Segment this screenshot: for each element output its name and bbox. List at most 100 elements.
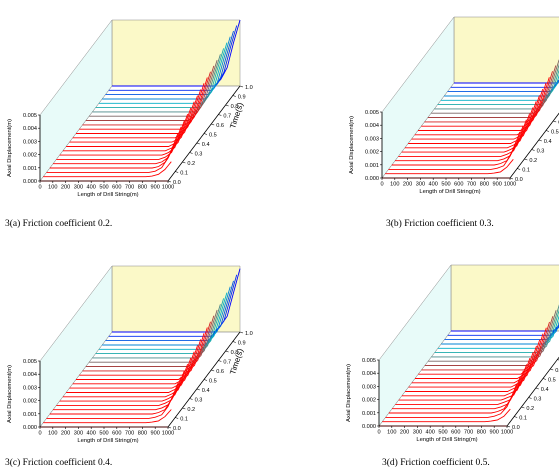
z-tick-mark — [182, 161, 186, 164]
x-tick-label: 300 — [74, 431, 83, 437]
z-tick-mark — [211, 369, 215, 372]
x-axis-label: Length of Drill String(m) — [77, 438, 138, 444]
z-tick-mark — [196, 388, 200, 391]
z-tick-label: 0.8 — [231, 350, 239, 356]
z-tick-mark — [550, 368, 554, 371]
series-line — [408, 345, 537, 388]
series-line — [46, 391, 175, 419]
z-tick-mark — [189, 398, 193, 400]
x-tick-label: 700 — [125, 431, 134, 437]
x-tick-label: 800 — [138, 431, 147, 437]
x-tick-label: 500 — [441, 182, 450, 188]
z-tick-label: 0.3 — [534, 397, 542, 403]
z-tick-label: 1.0 — [245, 85, 253, 91]
z-tick-label: 0.6 — [555, 368, 559, 374]
z-tick-label: 0.9 — [238, 341, 246, 347]
z-tick-label: 0.5 — [209, 379, 217, 385]
x-tick-label: 600 — [112, 431, 121, 437]
x-tick-label: 100 — [48, 431, 57, 437]
back-wall — [453, 16, 559, 84]
z-tick-label: 0.4 — [202, 388, 210, 394]
z-tick-mark — [211, 123, 215, 126]
z-tick-mark — [225, 104, 229, 107]
z-tick-label: 0.7 — [223, 360, 231, 366]
series-line — [391, 131, 521, 166]
x-tick-label: 400 — [426, 430, 435, 436]
series-line — [98, 292, 228, 350]
caption: 3(d) Friction coefficient 0.5. — [382, 457, 490, 468]
x-tick-label: 700 — [464, 430, 473, 436]
series-line — [62, 357, 192, 398]
y-tick-label: 0.000 — [362, 424, 376, 430]
series-line — [56, 120, 185, 160]
series-line — [82, 71, 211, 126]
chart-panel-3: 0 100 200 300 400 500 600 700 800 900 1000 0.000 0.0… — [5, 265, 253, 468]
z-tick-label: 0.5 — [548, 378, 556, 384]
z-tick-label: 0.0 — [173, 426, 181, 432]
x-tick-label: 0 — [38, 431, 41, 437]
x-tick-label: 900 — [151, 431, 160, 437]
x-tick-label: 300 — [416, 182, 425, 188]
x-tick-label: 1000 — [501, 430, 513, 436]
z-tick-label: 0.2 — [187, 161, 195, 167]
x-tick-label: 100 — [390, 182, 399, 188]
y-tick-label: 0.003 — [365, 136, 379, 142]
series-line — [66, 101, 195, 147]
x-tick-label: 900 — [490, 430, 499, 436]
x-tick-label: 0 — [377, 430, 380, 436]
z-tick-label: 0.1 — [180, 171, 188, 177]
z-tick-mark — [517, 168, 521, 170]
series-line — [395, 370, 524, 405]
series-line — [441, 320, 559, 345]
z-tick-label: 0.0 — [515, 177, 523, 183]
x-tick-label: 300 — [74, 185, 83, 191]
series-line — [49, 383, 179, 415]
series-line — [62, 107, 192, 152]
z-tick-label: 1.0 — [245, 331, 253, 337]
y-tick-label: 0.002 — [365, 150, 379, 156]
y-tick-label: 0.000 — [23, 425, 37, 431]
series-line — [437, 314, 559, 349]
y-tick-label: 0.000 — [365, 176, 379, 182]
y-tick-label: 0.001 — [365, 163, 379, 169]
z-tick-label: 0.0 — [173, 180, 181, 186]
series-line — [43, 409, 172, 424]
x-tick-label: 600 — [454, 182, 463, 188]
x-tick-label: 800 — [477, 430, 486, 436]
series-line — [401, 113, 531, 153]
y-tick-label: 0.002 — [23, 399, 37, 405]
y-tick-label: 0.005 — [365, 110, 379, 116]
series-line — [454, 79, 559, 84]
z-tick-mark — [542, 378, 547, 380]
x-tick-label: 0 — [380, 182, 383, 188]
z-tick-mark — [535, 387, 539, 390]
series-line — [66, 351, 195, 393]
x-tick-label: 400 — [87, 185, 96, 191]
series-line — [401, 357, 531, 397]
x-tick-label: 600 — [451, 430, 460, 436]
y-tick-label: 0.003 — [23, 385, 37, 391]
z-tick-label: 0.6 — [216, 369, 224, 375]
series-line — [385, 392, 514, 418]
z-tick-mark — [538, 139, 542, 142]
caption: 3(a) Friction coefficient 0.2. — [5, 218, 112, 229]
z-tick-label: 0.2 — [526, 406, 534, 412]
z-tick-label: 0.1 — [522, 168, 530, 174]
y-tick-label: 0.003 — [23, 139, 37, 145]
x-tick-label: 100 — [387, 430, 396, 436]
z-tick-label: 0.1 — [180, 417, 188, 423]
x-tick-label: 1000 — [162, 185, 174, 191]
series-line — [382, 408, 511, 423]
x-axis-label: Length of Drill String(m) — [416, 437, 477, 443]
x-tick-label: 900 — [493, 182, 502, 188]
z-tick-mark — [232, 95, 236, 97]
series-line — [414, 88, 544, 136]
x-tick-label: 400 — [87, 431, 96, 437]
z-tick-label: 0.7 — [223, 114, 231, 120]
z-tick-label: 0.2 — [187, 407, 195, 413]
y-axis-label: Axial Displacement(m) — [346, 364, 352, 422]
y-tick-label: 0.000 — [23, 179, 37, 185]
z-tick-mark — [239, 331, 244, 334]
chart-panel-1: 0 100 200 300 400 500 600 700 800 900 1000 0.000 0.0… — [5, 19, 253, 229]
x-tick-label: 1000 — [504, 182, 516, 188]
